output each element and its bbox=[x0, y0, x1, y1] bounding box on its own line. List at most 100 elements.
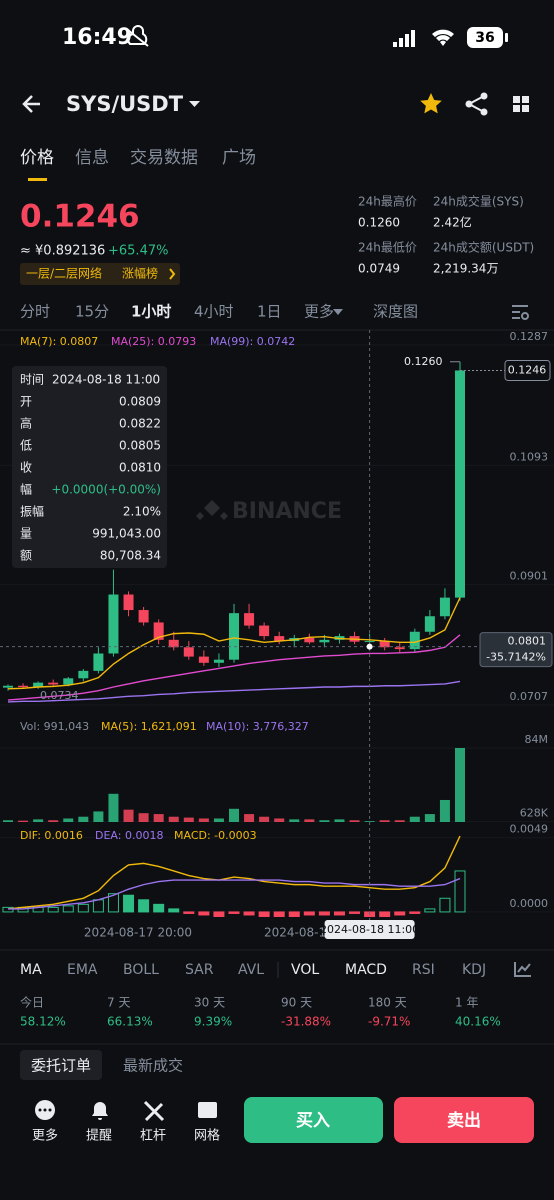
interval[interactable]: 分时 bbox=[20, 303, 50, 321]
candle-body bbox=[78, 670, 89, 679]
candle-body bbox=[379, 641, 390, 648]
order-tab-box bbox=[20, 1050, 102, 1080]
toolbar-label[interactable]: 更多 bbox=[32, 1128, 58, 1144]
sell-label[interactable]: 卖出 bbox=[447, 1110, 481, 1131]
perf-label: 90 天 bbox=[281, 996, 312, 1010]
dif-line bbox=[7, 835, 461, 910]
tab[interactable]: 价格 bbox=[20, 148, 54, 168]
macd-bar bbox=[379, 911, 391, 917]
toolbar-label[interactable]: 杠杆 bbox=[140, 1128, 166, 1144]
candle-body bbox=[198, 656, 209, 663]
settings-icons[interactable] bbox=[333, 305, 531, 977]
vol-legend: MA(5): 1,621,091 bbox=[101, 720, 197, 733]
tag-box bbox=[20, 263, 180, 285]
candle-body bbox=[138, 610, 149, 623]
y-tick-label: 84M bbox=[525, 733, 549, 746]
indicator[interactable]: KDJ bbox=[462, 962, 486, 978]
tab[interactable]: 信息 bbox=[75, 148, 109, 168]
tag[interactable]: 涨幅榜 bbox=[122, 266, 158, 281]
volume-bar bbox=[334, 819, 345, 822]
perf-value: 66.13% bbox=[107, 1015, 153, 1029]
toolbar-label[interactable]: 网格 bbox=[194, 1128, 220, 1144]
tooltip-value: 0.0810 bbox=[119, 461, 161, 475]
tab[interactable]: 交易数据 bbox=[130, 148, 198, 168]
candle-body bbox=[153, 622, 164, 640]
toolbar-icons[interactable] bbox=[35, 1100, 217, 1122]
volume-bar bbox=[379, 820, 390, 822]
y-tick-label: 0.1287 bbox=[510, 330, 549, 343]
interval[interactable]: 1日 bbox=[257, 303, 282, 321]
macd-legend: DIF: 0.0016 bbox=[20, 829, 83, 842]
cny-price: ≈ ¥0.892136 bbox=[20, 244, 105, 259]
candle-body bbox=[244, 613, 255, 626]
volume-bar bbox=[455, 748, 465, 822]
indicator[interactable]: EMA bbox=[67, 962, 98, 978]
indicator[interactable]: MACD bbox=[345, 962, 387, 978]
indicator[interactable]: RSI bbox=[412, 962, 435, 978]
order-tab[interactable]: 委托订单 bbox=[31, 1057, 91, 1075]
macd-bar bbox=[153, 903, 165, 913]
dea-line bbox=[8, 877, 461, 910]
macd-bar bbox=[138, 899, 150, 913]
candle-body bbox=[48, 682, 59, 685]
volume-bar bbox=[123, 809, 134, 822]
indicator[interactable]: AVL bbox=[238, 962, 264, 978]
macd-bar bbox=[62, 905, 74, 913]
macd-bar bbox=[77, 903, 89, 913]
volume-bar bbox=[33, 819, 44, 822]
sell-button[interactable] bbox=[394, 1097, 534, 1143]
volume-bar bbox=[153, 814, 164, 822]
status-time: 16:49 bbox=[62, 25, 132, 50]
indicator[interactable]: SAR bbox=[185, 962, 214, 978]
indicator[interactable]: BOLL bbox=[123, 962, 159, 978]
order-tab[interactable]: 最新成交 bbox=[123, 1057, 183, 1075]
interval[interactable]: 1小时 bbox=[131, 303, 171, 321]
x-tick-label: 2024-08-1 bbox=[264, 926, 326, 940]
stat-value: 2,219.34万 bbox=[433, 262, 498, 276]
macd-bar bbox=[168, 908, 180, 913]
macd-bar bbox=[198, 911, 210, 916]
stat-label: 24h最高价 bbox=[358, 194, 417, 209]
candle-body bbox=[183, 647, 194, 657]
ma7-line bbox=[7, 597, 461, 690]
buy-button[interactable] bbox=[244, 1097, 383, 1143]
stat-value: 2.42亿 bbox=[433, 215, 472, 230]
y-tick-label: 628K bbox=[520, 806, 549, 819]
buy-label[interactable]: 买入 bbox=[296, 1111, 330, 1131]
crosshair-box bbox=[479, 632, 553, 668]
macd-bar bbox=[2, 906, 14, 913]
macd-bar bbox=[258, 911, 270, 917]
candle-body bbox=[168, 639, 179, 648]
interval[interactable]: 4小时 bbox=[194, 303, 234, 321]
perf-value: 58.12% bbox=[20, 1015, 66, 1029]
macd-bar bbox=[273, 911, 285, 917]
tooltip-value: 0.0809 bbox=[119, 395, 161, 409]
volume-bar bbox=[349, 820, 360, 822]
header-icons[interactable] bbox=[22, 92, 529, 116]
toolbar-label[interactable]: 提醒 bbox=[86, 1128, 112, 1144]
tooltip-value: 2024-08-18 11:00 bbox=[52, 373, 160, 387]
interval[interactable]: 深度图 bbox=[373, 303, 418, 321]
interval[interactable]: 15分 bbox=[75, 303, 109, 321]
tooltip-key: 开 bbox=[20, 395, 32, 409]
interval[interactable]: 更多 bbox=[304, 303, 334, 321]
candle-body bbox=[439, 597, 450, 617]
tooltip-value: +0.0000(+0.00%) bbox=[51, 483, 161, 497]
indicator[interactable]: MA bbox=[20, 962, 42, 978]
perf-label: 今日 bbox=[20, 995, 44, 1010]
watermark: BINANCE bbox=[196, 499, 342, 524]
perf-value: -9.71% bbox=[368, 1015, 410, 1029]
tag[interactable]: 一层/二层网络 bbox=[26, 266, 102, 281]
volume-bar bbox=[229, 808, 239, 822]
ma-legend: MA(99): 0.0742 bbox=[210, 335, 295, 348]
macd-bar bbox=[123, 894, 135, 913]
tag-arrow bbox=[169, 268, 176, 280]
vol-legend: Vol: 991,043 bbox=[20, 720, 89, 733]
indicator[interactable]: VOL bbox=[291, 962, 319, 978]
y-tick-label: 0.1093 bbox=[510, 450, 549, 463]
macd-bar bbox=[439, 897, 451, 913]
tab[interactable]: 广场 bbox=[222, 148, 256, 168]
tooltip-key: 量 bbox=[20, 527, 32, 541]
pair-title[interactable]: SYS/USDT bbox=[66, 92, 184, 116]
